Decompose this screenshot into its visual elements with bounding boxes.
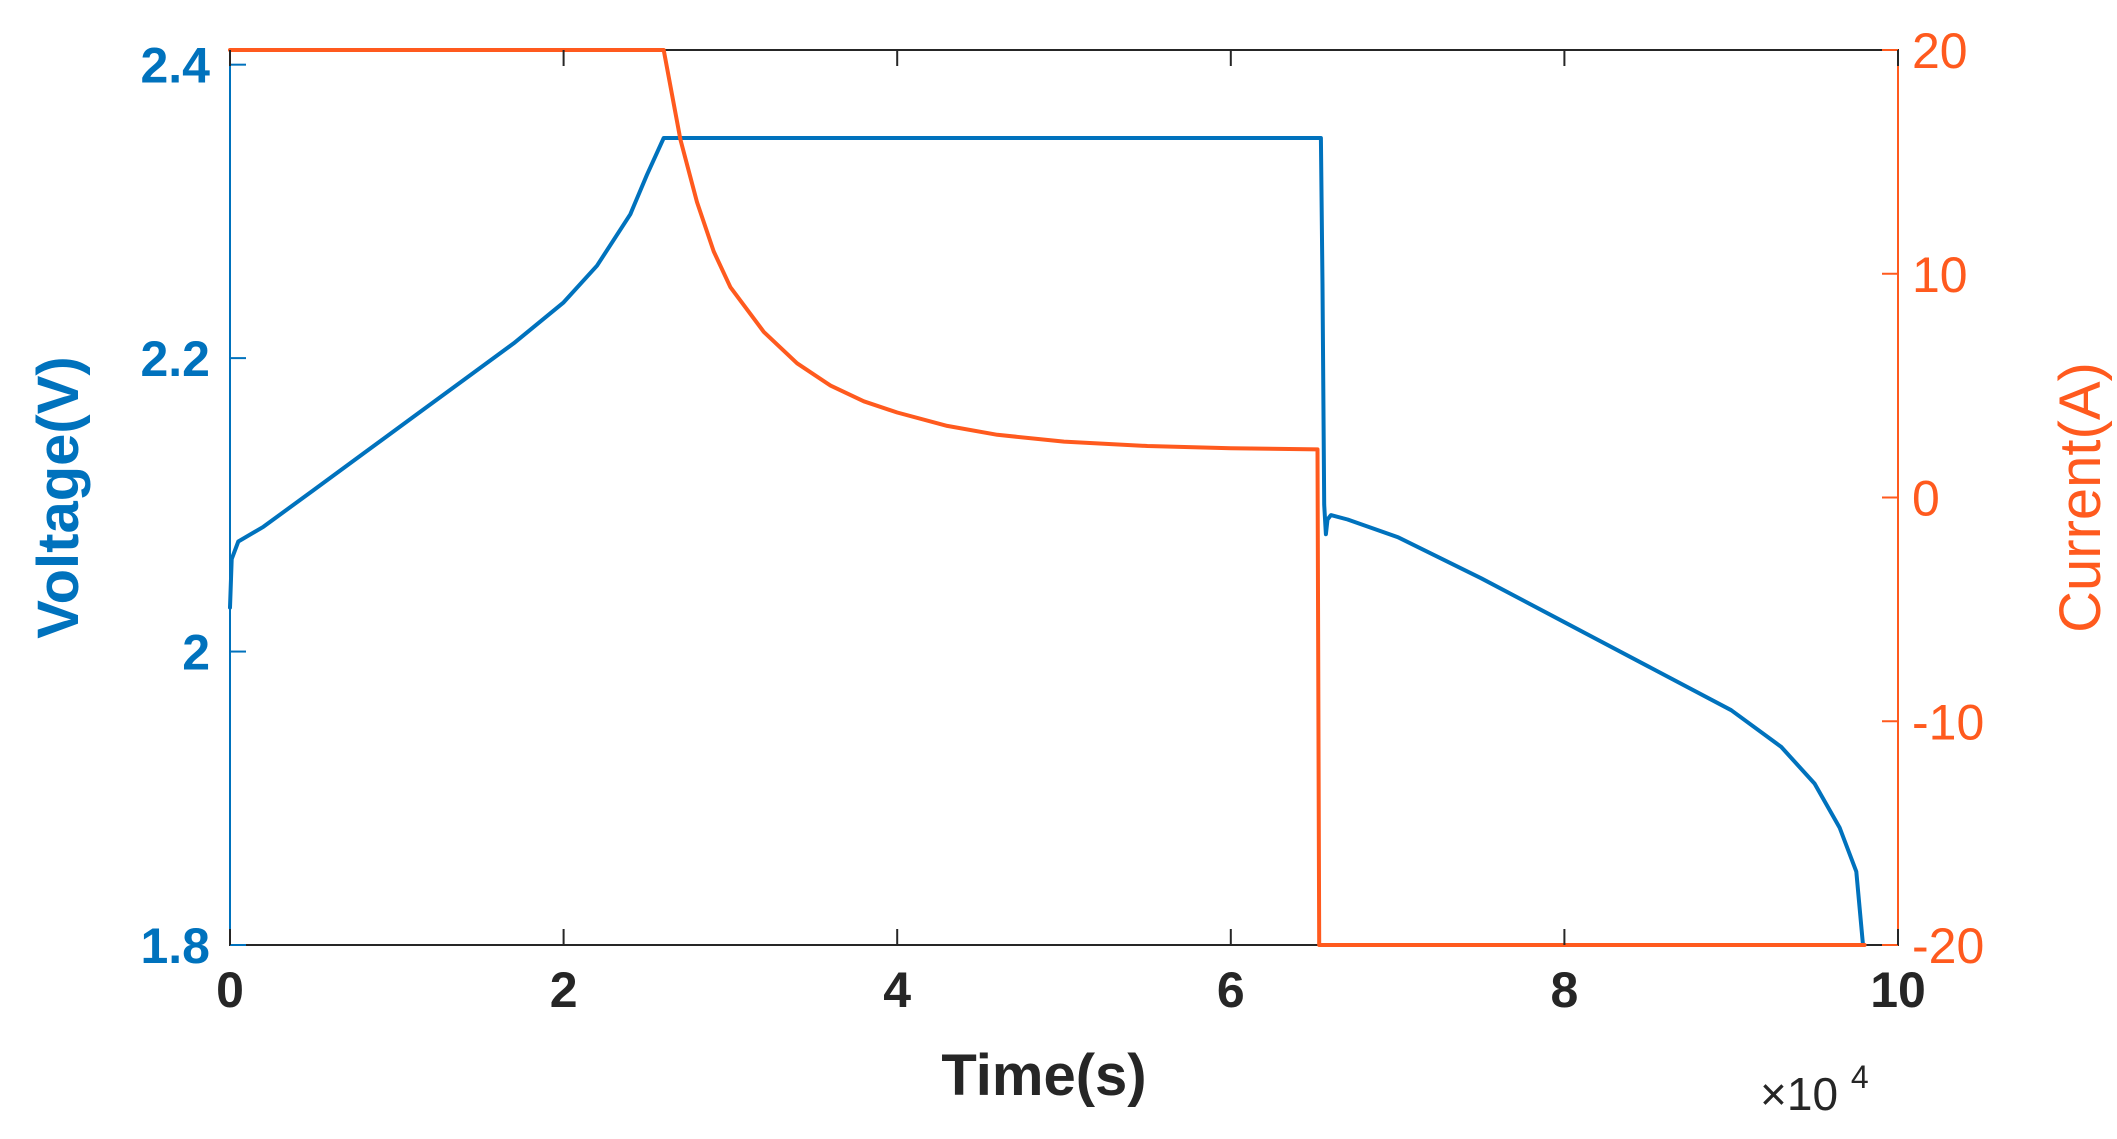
left-y-tick-label: 2.2 xyxy=(140,331,210,387)
x-axis-multiplier-exponent: 4 xyxy=(1851,1059,1869,1095)
x-tick-label: 10 xyxy=(1870,962,1926,1018)
x-tick-label: 4 xyxy=(883,962,911,1018)
right-y-tick-label: 0 xyxy=(1912,471,1940,527)
x-tick-label: 6 xyxy=(1217,962,1245,1018)
x-tick-label: 0 xyxy=(216,962,244,1018)
x-tick-label: 8 xyxy=(1550,962,1578,1018)
right-y-axis-label: Current(A) xyxy=(2048,362,2113,633)
left-y-axis: 1.8 2 2.2 2.4 xyxy=(140,38,246,974)
x-axis-multiplier-base: ×10 xyxy=(1760,1068,1838,1120)
left-y-tick-label: 2.4 xyxy=(140,38,210,94)
voltage-series-line xyxy=(228,136,1865,947)
left-y-tick-label: 1.8 xyxy=(140,918,210,974)
x-axis-label: Time(s) xyxy=(941,1043,1146,1108)
left-y-axis-label: Voltage(V) xyxy=(26,356,91,639)
right-y-tick-label: 10 xyxy=(1912,247,1968,303)
left-y-tick-label: 2 xyxy=(182,625,210,681)
right-y-axis: -20 -10 0 10 20 xyxy=(1882,23,1984,974)
right-y-tick-label: 20 xyxy=(1912,23,1968,79)
right-y-tick-label: -10 xyxy=(1912,694,1984,750)
x-axis-multiplier: ×10 4 xyxy=(1760,1059,1869,1120)
current-series-line xyxy=(228,48,1867,947)
x-axis: 0 2 4 6 8 10 xyxy=(216,50,1926,1018)
series-layer xyxy=(228,48,1867,947)
x-tick-label: 2 xyxy=(550,962,578,1018)
right-y-tick-label: -20 xyxy=(1912,918,1984,974)
